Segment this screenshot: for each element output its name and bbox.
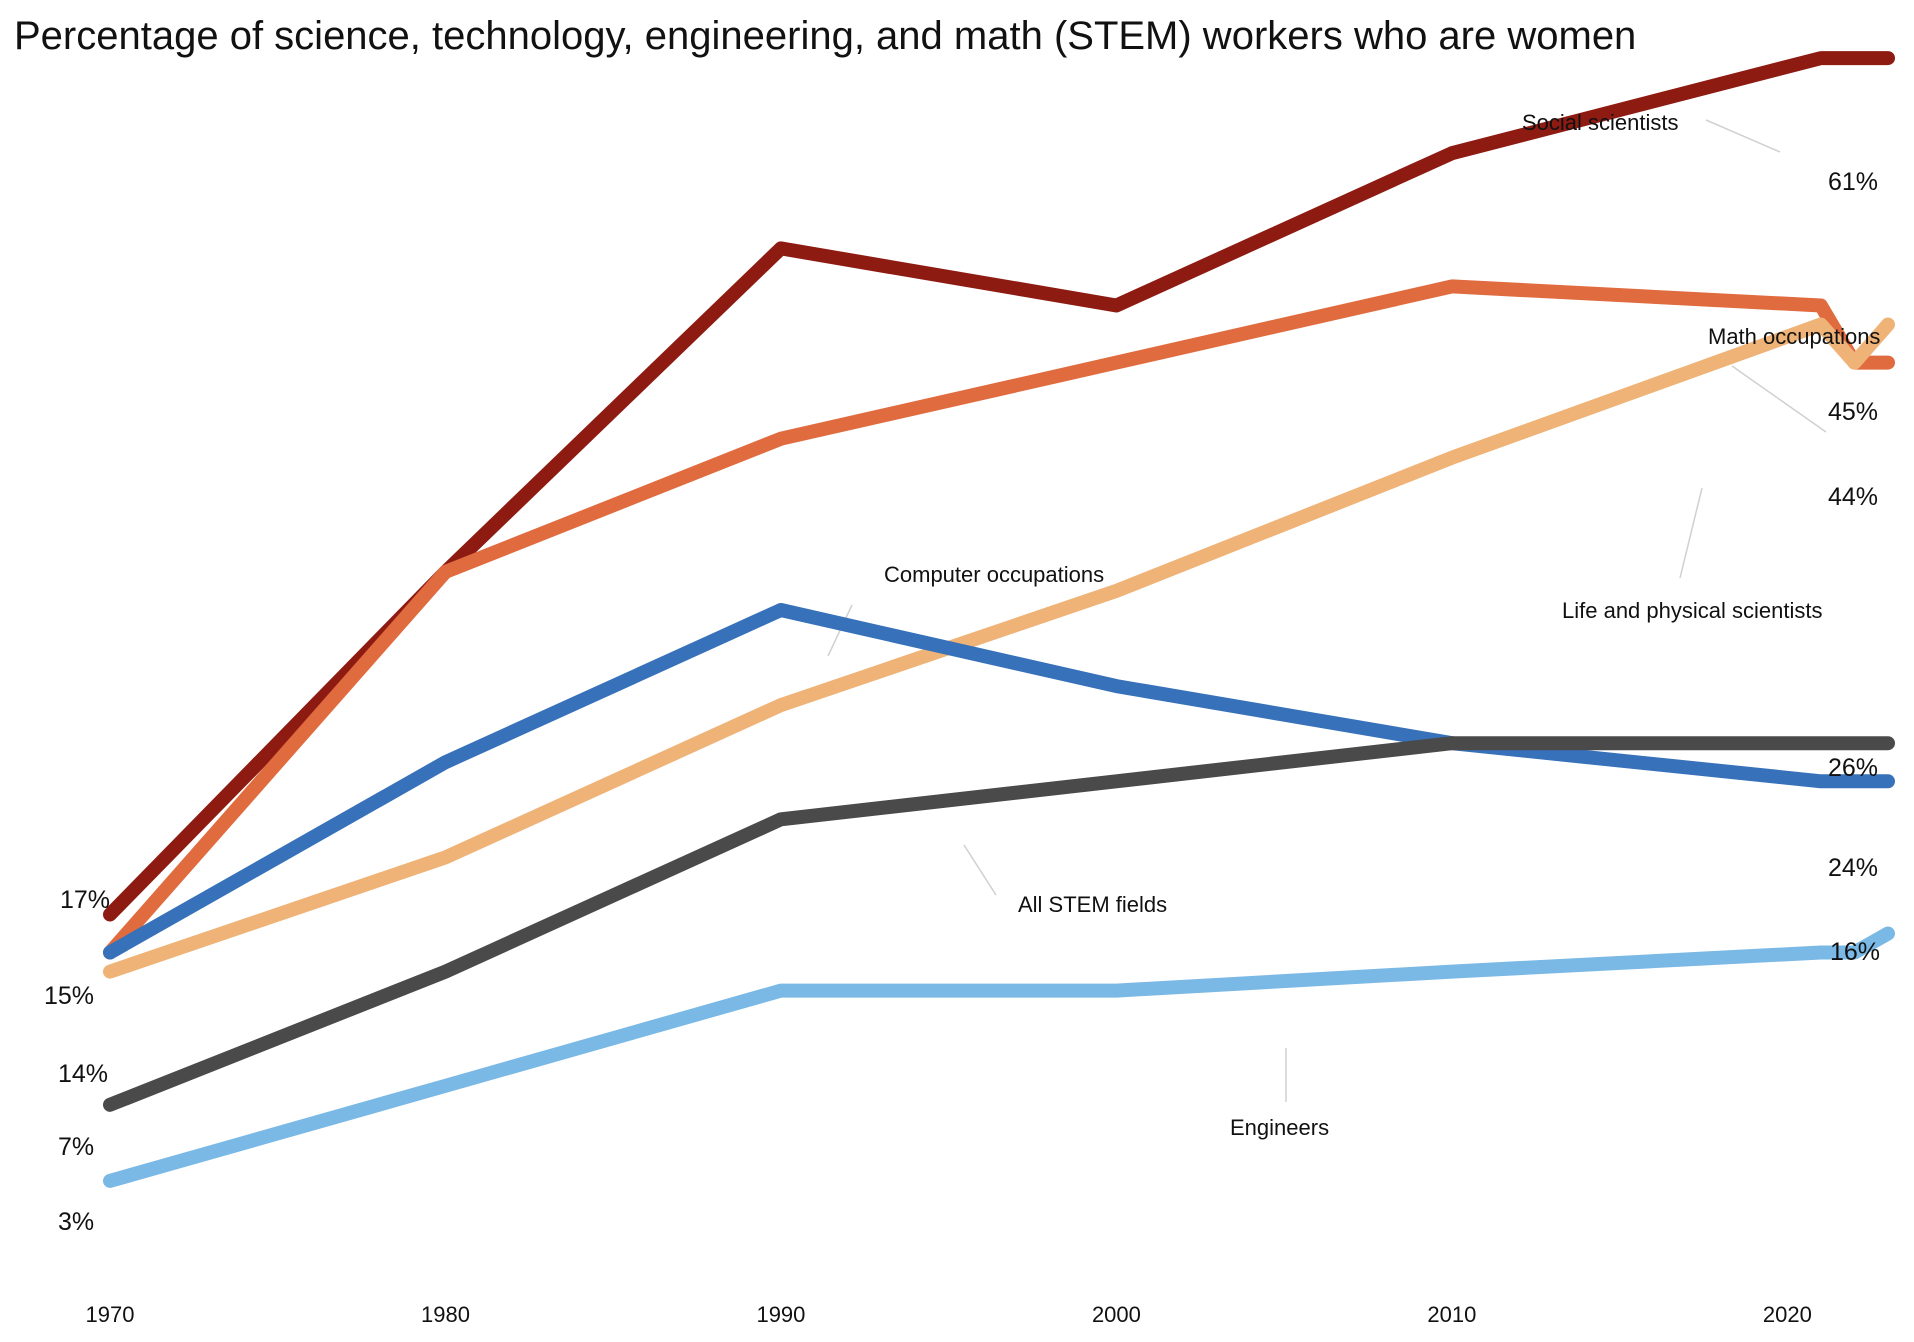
x-tick-label: 2010 [1427, 1302, 1476, 1327]
leader-line-life-and-physical-scientists [1679, 487, 1703, 579]
value-label: 44% [1828, 483, 1878, 511]
series-line-computer-occupations [103, 603, 1895, 960]
value-label: 3% [58, 1208, 94, 1236]
x-tick-label: 1990 [756, 1302, 805, 1327]
x-tick-label: 1970 [86, 1302, 135, 1327]
series-label-social-scientists: Social scientists [1522, 110, 1679, 135]
x-axis-ticks: 1970 1980 1990 2000 2010 2020 [86, 1302, 1812, 1327]
series-lines [103, 51, 1895, 1188]
value-labels: 17% 15% 14% 7% 3% 61% 45% 44% 26% 24% 16% [44, 168, 1880, 1236]
value-label: 26% [1828, 754, 1878, 782]
series-label-life-and-physical-scientists: Life and physical scientists [1562, 598, 1822, 623]
leader-line-math-occupations [1731, 365, 1827, 433]
leader-line-all-stem-fields [963, 844, 997, 896]
x-tick-label: 2020 [1763, 1302, 1812, 1327]
value-label: 16% [1830, 938, 1880, 966]
value-label: 14% [58, 1060, 108, 1088]
value-label: 7% [58, 1133, 94, 1161]
series-line-life-and-physical-scientists [103, 317, 1895, 979]
x-tick-label: 2000 [1092, 1302, 1141, 1327]
series-labels: Social scientists Math occupations Life an… [884, 110, 1880, 1140]
series-line-all-stem-fields [103, 736, 1895, 1112]
value-label: 15% [44, 982, 94, 1010]
value-label: 45% [1828, 398, 1878, 426]
value-label: 61% [1828, 168, 1878, 196]
chart-title: Percentage of science, technology, engin… [14, 14, 1637, 58]
x-tick-label: 1980 [421, 1302, 470, 1327]
series-label-math-occupations: Math occupations [1708, 324, 1880, 349]
leader-line-social-scientists [1705, 119, 1781, 153]
series-line-engineers [103, 926, 1895, 1188]
value-label: 17% [60, 886, 110, 914]
series-label-engineers: Engineers [1230, 1115, 1329, 1140]
value-label: 24% [1828, 854, 1878, 882]
series-label-computer-occupations: Computer occupations [884, 562, 1104, 587]
series-line-social-scientists [103, 51, 1895, 922]
series-label-all-stem-fields: All STEM fields [1018, 892, 1167, 917]
